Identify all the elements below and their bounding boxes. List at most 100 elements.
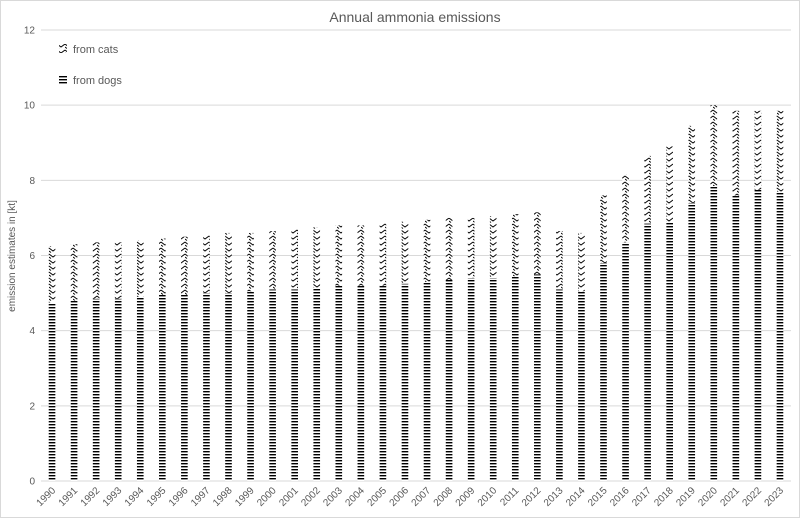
bar-cats-2002 xyxy=(313,227,321,288)
x-tick-label: 2007 xyxy=(410,485,434,509)
bar-cats-1997 xyxy=(203,234,210,294)
bar-dogs-2011 xyxy=(511,276,519,481)
x-tick-label: 2017 xyxy=(630,485,654,509)
bar-cats-2004 xyxy=(357,225,365,286)
bar-dogs-1993 xyxy=(114,298,122,481)
x-tick-label: 2001 xyxy=(277,485,301,509)
x-tick-label: 2010 xyxy=(476,485,500,509)
bars xyxy=(48,105,784,482)
bar-cats-2014 xyxy=(578,232,585,292)
x-tick-label: 1994 xyxy=(123,485,147,509)
bar-dogs-1998 xyxy=(225,293,232,481)
x-tick-label: 2009 xyxy=(454,485,478,509)
x-tick-label: 2011 xyxy=(498,485,521,508)
bar-dogs-2020 xyxy=(710,185,718,482)
bar-dogs-2005 xyxy=(379,285,387,481)
x-tick-label: 2003 xyxy=(321,485,345,509)
y-tick-label: 8 xyxy=(29,176,35,187)
legend-item-dogs: from dogs xyxy=(59,75,122,87)
bar-cats-1990 xyxy=(48,246,56,303)
bar-dogs-1991 xyxy=(70,300,78,481)
bar-cats-1992 xyxy=(92,242,100,299)
bar-dogs-2010 xyxy=(489,278,497,481)
x-tick-label: 2005 xyxy=(366,485,390,509)
legend-label-dogs: from dogs xyxy=(73,75,122,87)
bar-cats-2011 xyxy=(511,214,519,277)
bar-dogs-2009 xyxy=(467,278,475,481)
bar-dogs-2018 xyxy=(666,221,673,482)
bar-dogs-1999 xyxy=(247,291,254,481)
bar-dogs-2004 xyxy=(357,285,365,481)
y-tick-label: 6 xyxy=(29,251,35,262)
bar-dogs-2007 xyxy=(423,281,431,481)
bar-dogs-2003 xyxy=(335,285,343,481)
x-tick-label: 2018 xyxy=(652,485,676,509)
bar-dogs-1994 xyxy=(136,296,144,481)
bar-cats-2022 xyxy=(754,110,762,190)
bar-cats-2018 xyxy=(666,146,673,222)
bar-cats-1993 xyxy=(114,242,122,299)
legend-swatch-cats xyxy=(59,44,67,53)
bar-dogs-2021 xyxy=(732,195,740,481)
bar-cats-1999 xyxy=(247,232,254,292)
y-tick-label: 2 xyxy=(29,401,35,412)
x-axis-tick-labels: 1990199119921993199419951996199719981999… xyxy=(35,485,787,509)
bar-dogs-2022 xyxy=(754,189,762,481)
bar-cats-2001 xyxy=(291,229,298,290)
x-tick-label: 2019 xyxy=(674,485,698,509)
bar-dogs-1997 xyxy=(203,293,210,481)
bar-cats-2007 xyxy=(423,219,431,282)
x-tick-label: 1993 xyxy=(101,485,125,509)
x-tick-label: 2015 xyxy=(586,485,610,509)
bar-cats-1994 xyxy=(136,240,144,297)
bar-cats-2017 xyxy=(644,155,651,224)
x-tick-label: 2013 xyxy=(542,485,566,509)
y-axis-tick-labels: 0 2 4 6 8 10 12 xyxy=(24,26,36,488)
bar-dogs-2017 xyxy=(644,223,651,481)
bar-dogs-1990 xyxy=(48,302,56,481)
bar-cats-1998 xyxy=(225,232,232,294)
x-tick-label: 2022 xyxy=(741,485,765,509)
bar-dogs-1996 xyxy=(181,294,188,481)
bar-dogs-2016 xyxy=(622,242,629,481)
bar-dogs-2012 xyxy=(534,274,541,481)
bar-cats-2003 xyxy=(335,225,343,286)
bar-cats-2015 xyxy=(600,195,607,264)
legend-item-cats: from cats xyxy=(59,44,119,56)
bar-dogs-2015 xyxy=(600,263,607,481)
bar-cats-2023 xyxy=(776,110,784,192)
gridlines xyxy=(41,29,791,482)
y-axis-title: emission estimates in [kt] xyxy=(7,200,18,312)
x-tick-label: 2012 xyxy=(520,485,544,509)
bar-cats-2006 xyxy=(401,221,409,284)
bar-cats-2012 xyxy=(534,212,541,275)
bar-cats-2020 xyxy=(710,105,718,186)
x-tick-label: 2023 xyxy=(763,485,787,509)
x-tick-label: 2000 xyxy=(255,485,279,509)
bar-cats-1996 xyxy=(181,236,188,295)
y-tick-label: 0 xyxy=(29,477,35,488)
x-tick-label: 1999 xyxy=(233,485,257,509)
bar-dogs-2006 xyxy=(401,283,409,481)
bar-dogs-1995 xyxy=(159,294,166,481)
y-tick-label: 10 xyxy=(24,101,36,112)
x-tick-label: 1992 xyxy=(79,485,103,509)
bar-dogs-2013 xyxy=(556,289,563,481)
bar-cats-2009 xyxy=(467,217,475,279)
legend-label-cats: from cats xyxy=(73,44,119,56)
x-tick-label: 2014 xyxy=(564,485,588,509)
legend-swatch-dogs xyxy=(59,75,67,84)
bar-cats-2016 xyxy=(622,174,629,243)
legend: from cats from dogs xyxy=(59,44,122,87)
bar-dogs-2023 xyxy=(776,191,784,481)
x-tick-label: 2008 xyxy=(432,485,456,509)
y-tick-label: 12 xyxy=(24,26,36,37)
bar-dogs-2000 xyxy=(269,289,276,481)
bar-cats-2019 xyxy=(688,125,696,203)
x-tick-label: 2004 xyxy=(343,485,367,509)
bar-cats-2008 xyxy=(445,217,453,280)
x-tick-label: 1990 xyxy=(35,485,59,509)
y-tick-label: 4 xyxy=(29,326,35,337)
chart-title: Annual ammonia emissions xyxy=(329,9,500,25)
